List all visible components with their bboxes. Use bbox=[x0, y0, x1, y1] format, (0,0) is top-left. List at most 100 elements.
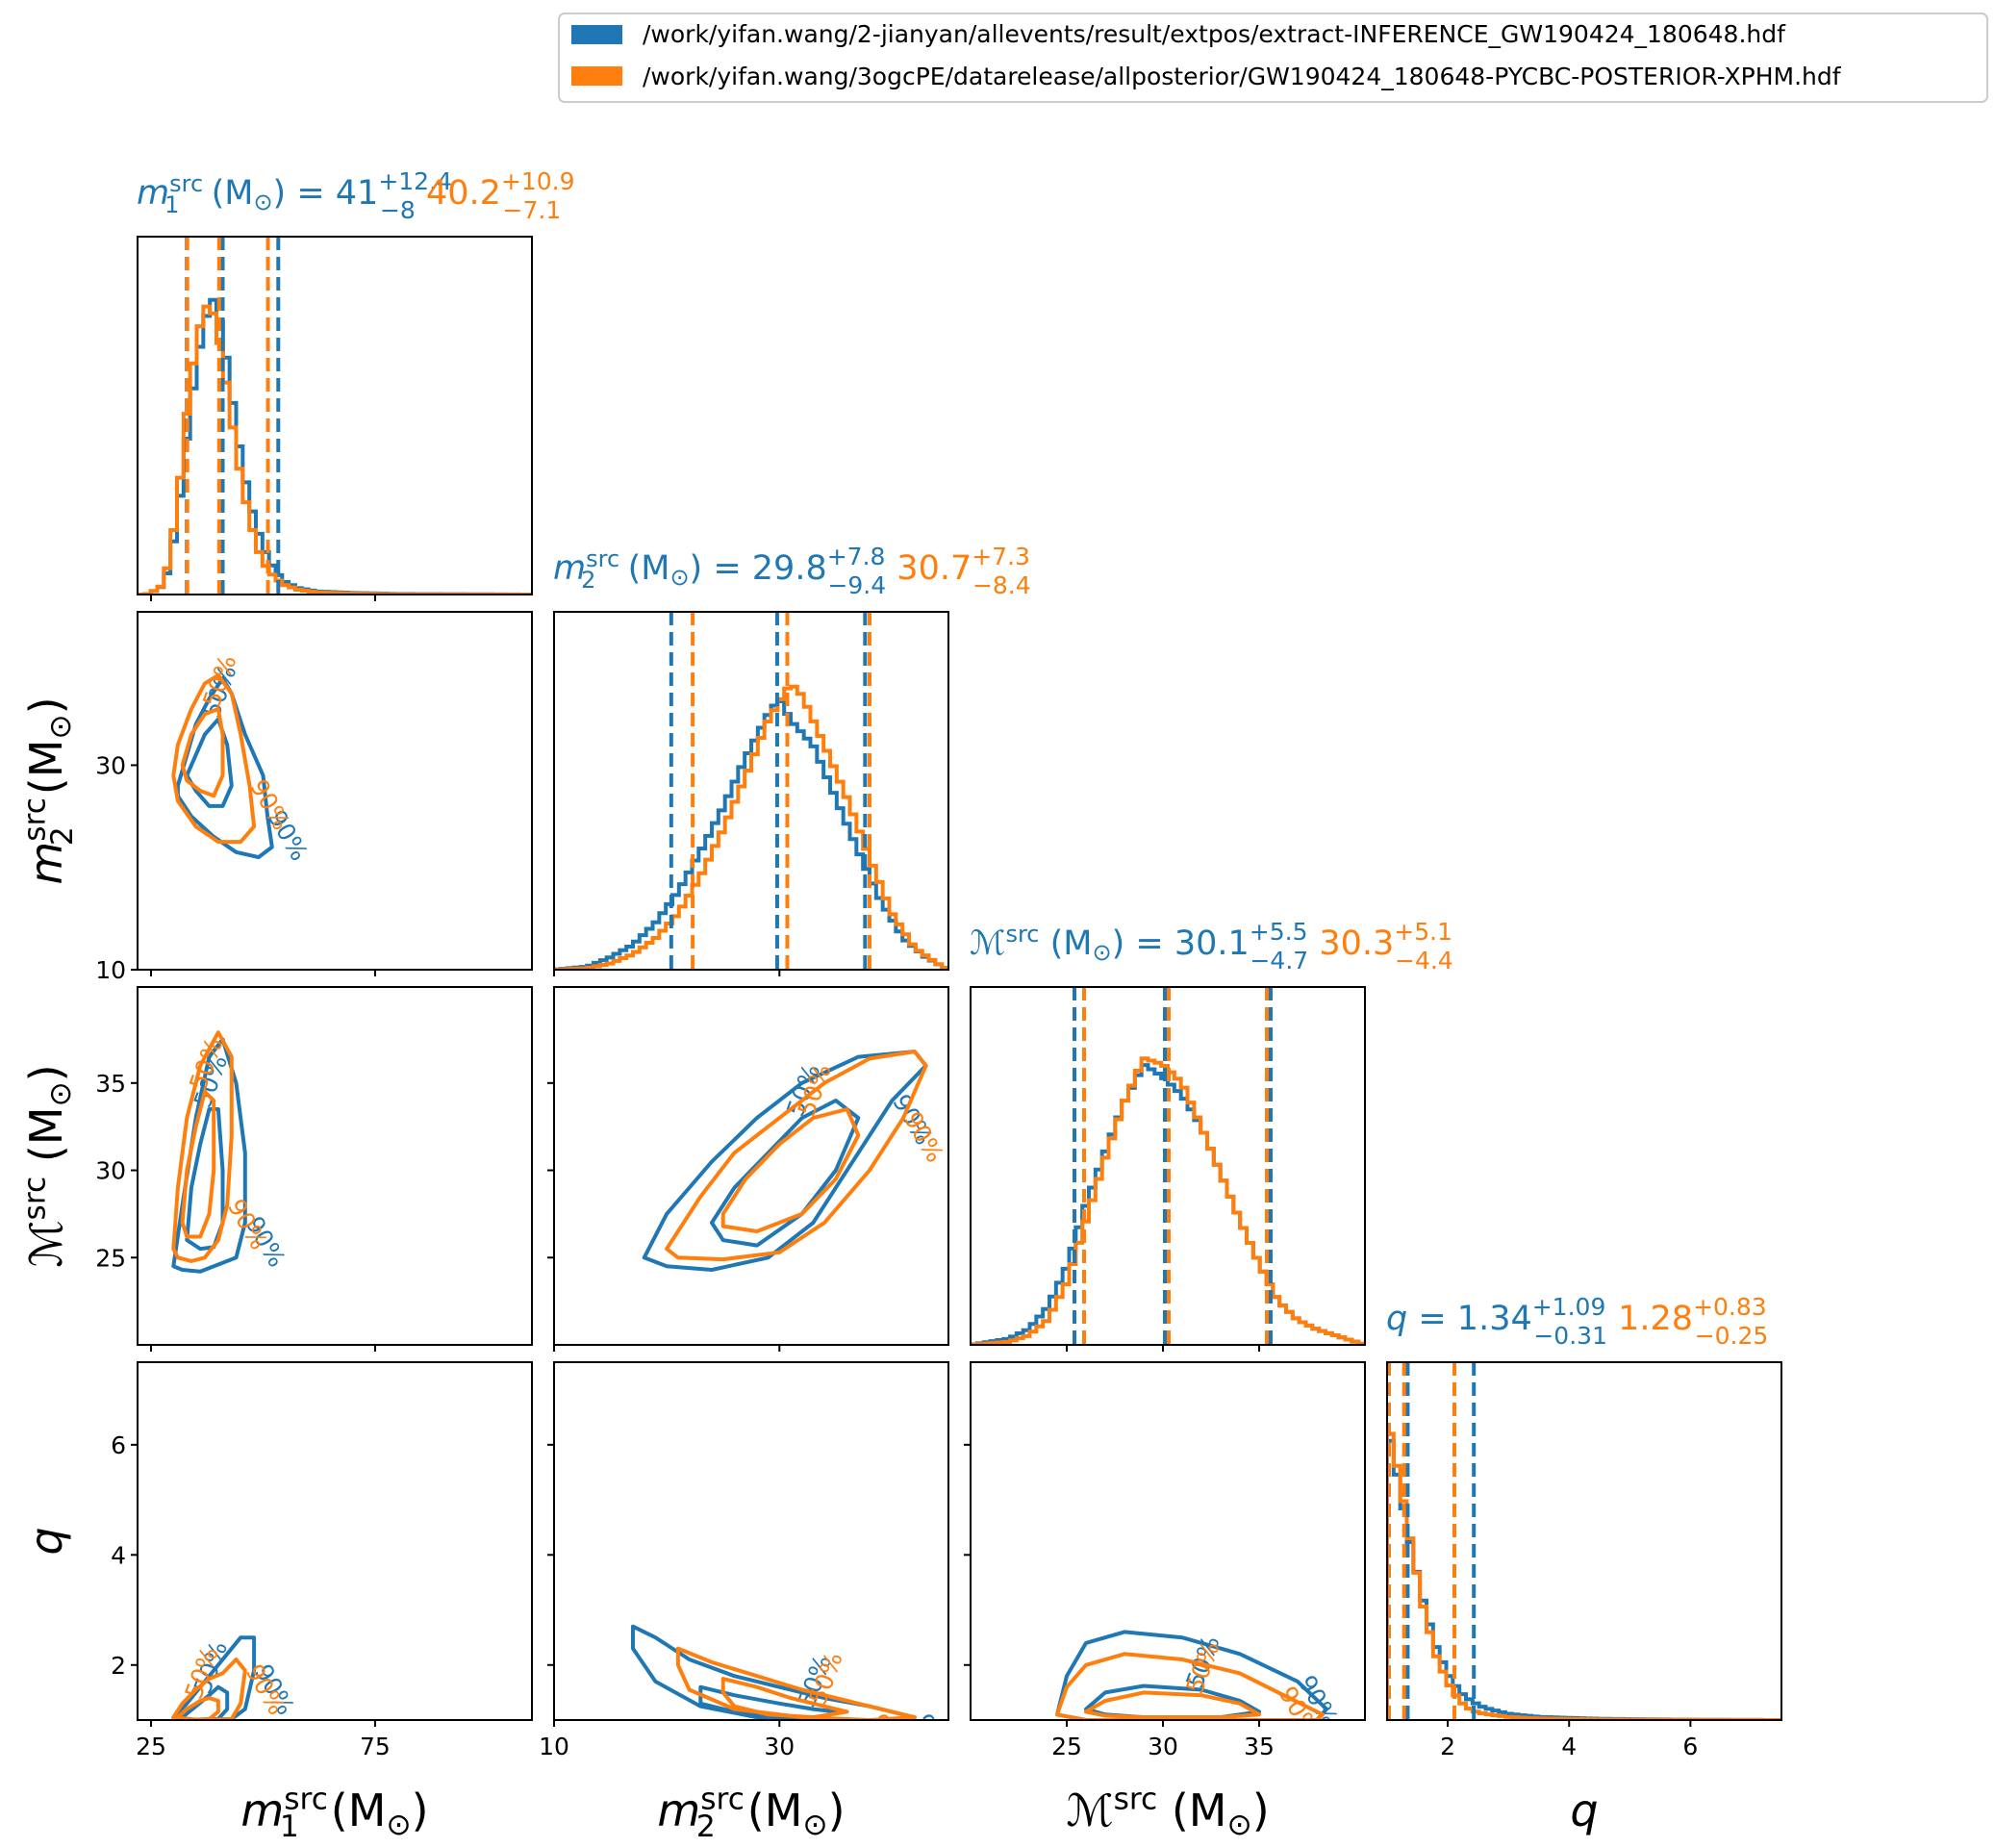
x-tick-label-m1-75: 75 bbox=[360, 1733, 391, 1760]
x-tick-label-m2-30: 30 bbox=[764, 1733, 795, 1760]
title-blue-minus: −8 bbox=[380, 196, 416, 224]
title-gap bbox=[617, 549, 627, 588]
axis-superscript: src bbox=[284, 1783, 328, 1817]
title-space bbox=[886, 549, 896, 588]
panel-frame bbox=[1386, 1361, 1782, 1721]
panel-content: 90%50%90%50% bbox=[642, 1050, 949, 1272]
panel-m2-m2 bbox=[553, 611, 949, 976]
contour-label-90-m2_q-blue: 90% bbox=[910, 1709, 961, 1770]
axis-unit-sub: ⊙ bbox=[43, 1081, 78, 1106]
axis-superscript: src bbox=[18, 797, 53, 842]
x-tick-label-mc-35: 35 bbox=[1244, 1733, 1275, 1760]
x-axis-label-q: q bbox=[1570, 1785, 1598, 1836]
panel-content: 90%50%90%50% bbox=[171, 1030, 291, 1274]
title-orange-median: 30.7 bbox=[896, 549, 972, 588]
axis-subscript: 1 bbox=[280, 1810, 299, 1844]
contour-90-m2_mc-blue bbox=[642, 1050, 928, 1272]
title-blue-plus: +5.5 bbox=[1250, 918, 1308, 946]
title-superscript: src bbox=[169, 170, 203, 197]
histogram-m2-orange bbox=[554, 684, 948, 970]
contour-90-m2_q-orange bbox=[675, 1646, 917, 1720]
title-orange-minus: −7.1 bbox=[503, 196, 562, 224]
panel-content: 90%50%90%50% bbox=[171, 651, 314, 866]
y-tick-label-q-6: 6 bbox=[111, 1431, 126, 1459]
panel-content: 90%50%90%50% bbox=[1055, 1630, 1344, 1720]
title-blue-minus: −9.4 bbox=[827, 571, 886, 599]
axis-unit: (M bbox=[747, 1785, 803, 1836]
title-superscript: src bbox=[586, 545, 619, 572]
contour-label-90-m2_mc-orange: 90% bbox=[898, 1107, 949, 1168]
legend-swatch-blue bbox=[571, 25, 622, 44]
title-blue-plus: +7.8 bbox=[827, 543, 886, 570]
panel-frame bbox=[137, 611, 533, 971]
title-mc: ℳsrc (M⊙) = 30.1+5.5 −4.7 30.3+5.1 −4.4 bbox=[970, 918, 1453, 975]
x-tick-label-q-2: 2 bbox=[1440, 1733, 1455, 1760]
x-tick-label-q-6: 6 bbox=[1682, 1733, 1698, 1760]
panel-q-m2: 90%50%90%50% 10 30 bbox=[539, 1361, 961, 1770]
panel-content: 90%50%90%50% bbox=[171, 1635, 300, 1720]
axis-subscript: 2 bbox=[45, 826, 80, 846]
contour-50-m2_mc-blue bbox=[710, 1099, 861, 1248]
legend-label-blue: /work/yifan.wang/2-jianyan/allevents/res… bbox=[643, 20, 1786, 48]
title-space bbox=[1607, 1300, 1618, 1338]
contour-50-m2_mc-orange bbox=[720, 1107, 861, 1233]
title-unit-sub: ⊙ bbox=[1092, 939, 1111, 966]
y-tick-label-q-4: 4 bbox=[111, 1541, 126, 1569]
panel-frame bbox=[553, 611, 949, 971]
y-tick-label-mc-30: 30 bbox=[95, 1157, 126, 1185]
panel-mc-m2: 90%50%90%50% bbox=[547, 986, 949, 1352]
title-unit-close: ) bbox=[273, 174, 287, 213]
panel-frame bbox=[970, 1361, 1366, 1721]
title-orange-minus: −0.25 bbox=[1695, 1322, 1769, 1350]
title-orange-minus: −8.4 bbox=[972, 571, 1031, 599]
axis-symbol: m bbox=[657, 1785, 700, 1836]
axis-unit-close: ) bbox=[828, 1785, 846, 1836]
histogram-mc-orange bbox=[971, 1056, 1365, 1345]
histogram-m2-blue bbox=[554, 698, 948, 970]
y-axis-label-mc: ℳsrc (M⊙) bbox=[18, 1064, 79, 1267]
axis-unit-sub: ⊙ bbox=[43, 714, 78, 739]
axis-unit: (M bbox=[331, 1785, 387, 1836]
title-space bbox=[416, 174, 426, 213]
title-gap bbox=[1039, 924, 1049, 963]
title-blue-median: 1.34 bbox=[1457, 1300, 1532, 1338]
y-axis-label-m2: msrc2 (M⊙) bbox=[18, 696, 81, 884]
panel-frame bbox=[553, 986, 949, 1346]
contour-50-mc_q-orange bbox=[1084, 1690, 1261, 1720]
title-m1: msrc 1 (M⊙) = 41+12.4 −8 40.2+10.9 −7.1 bbox=[137, 167, 575, 224]
panel-m1-m1 bbox=[137, 236, 533, 601]
title-unit: (M bbox=[628, 549, 670, 588]
title-unit-sub: ⊙ bbox=[253, 189, 272, 215]
panel-content bbox=[1387, 1362, 1781, 1720]
legend: /work/yifan.wang/2-jianyan/allevents/res… bbox=[558, 13, 1988, 103]
axis-gap bbox=[1157, 1785, 1172, 1836]
axis-gap bbox=[20, 795, 72, 809]
title-orange-median: 1.28 bbox=[1618, 1300, 1693, 1338]
title-equals: = bbox=[1124, 924, 1174, 963]
panel-frame bbox=[137, 236, 533, 595]
contour-90-m1_m2-blue bbox=[175, 676, 274, 860]
y-tick-label-mc-35: 35 bbox=[95, 1070, 126, 1098]
panel-content: 90%50%90%50% bbox=[631, 1624, 961, 1770]
axis-subscript: 2 bbox=[696, 1810, 716, 1844]
title-orange-plus: +7.3 bbox=[972, 543, 1030, 570]
axis-gap bbox=[316, 1785, 331, 1836]
title-orange-median: 40.2 bbox=[426, 174, 501, 213]
axis-unit-close: ) bbox=[20, 1064, 72, 1081]
title-unit: (M bbox=[212, 174, 254, 213]
axis-unit-close: ) bbox=[20, 696, 72, 714]
title-superscript: src bbox=[1005, 921, 1039, 948]
contour-90-mc_q-orange bbox=[1055, 1652, 1325, 1720]
title-equals: = bbox=[702, 549, 752, 588]
legend-frame bbox=[558, 13, 1988, 103]
title-unit-sub: ⊙ bbox=[669, 564, 689, 591]
histogram-q-orange bbox=[1387, 1431, 1781, 1720]
contour-90-m2_mc-orange bbox=[665, 1050, 928, 1262]
title-blue-minus: −0.31 bbox=[1533, 1322, 1607, 1350]
panel-m2-m1: 90%50%90%50% 10 30 bbox=[95, 611, 533, 984]
title-orange-plus: +0.83 bbox=[1693, 1293, 1767, 1321]
contour-50-m1_mc-blue bbox=[185, 1107, 225, 1252]
x-axis-label-m2: msrc 2 (M⊙) bbox=[657, 1783, 845, 1845]
contour-50-m1_m2-blue bbox=[185, 717, 234, 808]
